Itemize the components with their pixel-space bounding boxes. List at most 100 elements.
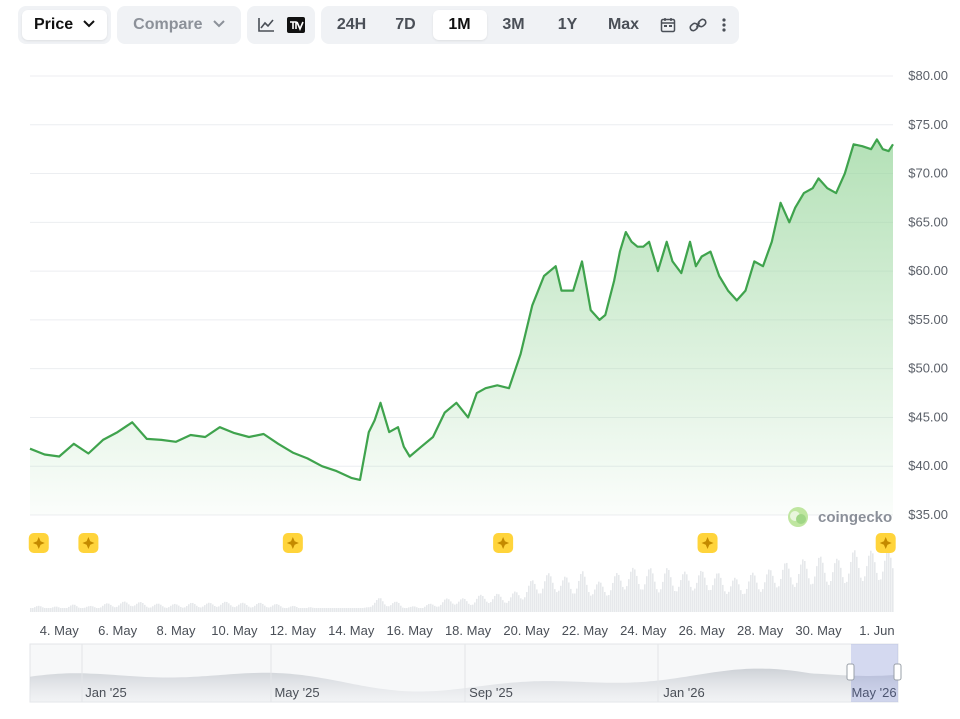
event-marker-icon[interactable] [493, 533, 514, 553]
volume-bar [74, 604, 76, 612]
volume-bar [532, 580, 534, 612]
volume-bar [278, 604, 280, 612]
volume-bar [508, 600, 510, 612]
x-tick-label: 22. May [562, 623, 609, 638]
volume-bar [452, 603, 454, 612]
event-marker-icon[interactable] [697, 533, 718, 553]
volume-bar [878, 579, 880, 612]
x-tick-label: 4. May [40, 623, 80, 638]
volume-bar [432, 604, 434, 612]
range-3m[interactable]: 3M [502, 16, 525, 33]
volume-bar [866, 566, 868, 612]
volume-bar [142, 603, 144, 612]
line-chart-button[interactable] [251, 10, 281, 40]
volume-bar [122, 601, 124, 612]
volume-bar [196, 605, 198, 612]
navigator-label: Sep '25 [469, 685, 513, 700]
volume-bar [48, 608, 50, 612]
volume-bar [156, 603, 158, 612]
compare-label: Compare [133, 16, 203, 33]
x-tick-label: 28. May [737, 623, 784, 638]
volume-bar [740, 590, 742, 612]
volume-bar [352, 608, 354, 612]
volume-bar [304, 608, 306, 612]
volume-bar [806, 568, 808, 612]
range-1m[interactable]: 1M [432, 10, 487, 40]
volume-bar [654, 581, 656, 612]
volume-bar [130, 605, 132, 612]
range-7d[interactable]: 7D [395, 16, 416, 33]
volume-bar [566, 577, 568, 612]
volume-bar [182, 607, 184, 612]
event-marker-icon[interactable] [78, 533, 99, 553]
range-1y[interactable]: 1Y [557, 16, 578, 33]
volume-bar [46, 608, 48, 612]
event-marker-icon[interactable] [282, 533, 303, 553]
volume-bar [70, 605, 72, 612]
volume-bar [792, 584, 794, 612]
volume-bar [876, 572, 878, 612]
navigator-handle-right[interactable] [893, 663, 902, 681]
volume-bar [78, 607, 80, 612]
volume-bar [524, 597, 526, 612]
volume-bar [476, 598, 478, 612]
x-tick-label: 30. May [795, 623, 842, 638]
volume-bar [572, 593, 574, 612]
more-options-button[interactable] [713, 10, 735, 40]
x-tick-label: 26. May [679, 623, 726, 638]
price-group: Price [18, 6, 112, 44]
navigator-labels: Jan '25 May '25 Sep '25 Jan '26 May '26 [85, 685, 896, 700]
volume-bar [406, 608, 408, 612]
date-range-button[interactable] [653, 10, 683, 40]
volume-bar [326, 608, 328, 612]
volume-bar [832, 572, 834, 612]
volume-bar [422, 608, 424, 612]
navigator-handle-left[interactable] [846, 663, 855, 681]
volume-bar [840, 567, 842, 612]
volume-bar [538, 593, 540, 612]
compare-dropdown[interactable]: Compare [121, 10, 236, 40]
x-tick-label: 10. May [211, 623, 258, 638]
range-24h[interactable]: 24H [336, 16, 367, 33]
price-line[interactable] [29, 138, 894, 481]
volume-bar [676, 591, 678, 612]
volume-bar [384, 604, 386, 612]
volume-bar [170, 605, 172, 612]
volume-bar [178, 605, 180, 612]
price-dropdown[interactable]: Price [22, 10, 108, 40]
volume-bar [610, 590, 612, 612]
volume-bar [248, 606, 250, 612]
volume-bar [52, 607, 54, 612]
volume-bar [796, 582, 798, 612]
event-marker-icon[interactable] [875, 533, 896, 553]
volume-bar [302, 608, 304, 612]
volume-bar [864, 576, 866, 612]
volume-bar [636, 575, 638, 612]
volume-bar [880, 579, 882, 612]
volume-bar [492, 599, 494, 612]
share-link-button[interactable] [683, 10, 713, 40]
tradingview-button[interactable] [281, 10, 311, 40]
volume-bar [454, 604, 456, 612]
volume-bar [98, 608, 100, 612]
volume-bar [752, 572, 754, 612]
volume-bar [58, 607, 60, 612]
volume-bar [742, 594, 744, 612]
volume-bar [312, 607, 314, 612]
volume-bar [890, 557, 892, 612]
range-navigator[interactable]: Jan '25 May '25 Sep '25 Jan '26 May '26 [29, 643, 902, 703]
volume-bar [96, 608, 98, 612]
volume-bar [588, 592, 590, 612]
volume-bar [754, 575, 756, 612]
navigator-selection[interactable] [851, 644, 898, 702]
volume-bar [594, 589, 596, 612]
volume-bar [652, 573, 654, 612]
event-marker-icon[interactable] [28, 533, 49, 553]
volume-bar [282, 607, 284, 612]
range-max[interactable]: Max [607, 16, 640, 33]
volume-bar [758, 589, 760, 612]
volume-bar [430, 603, 432, 612]
volume-bar [90, 605, 92, 612]
volume-bar [580, 574, 582, 612]
